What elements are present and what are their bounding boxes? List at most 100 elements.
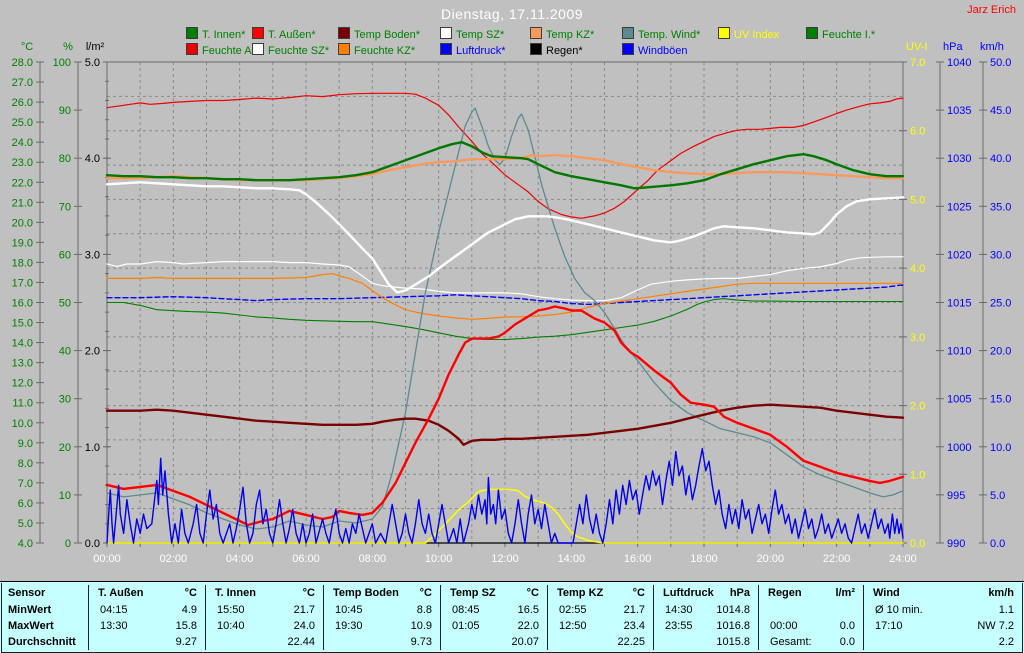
table-header-temp-kz: Temp KZ <box>557 587 604 599</box>
tick-label: 45.0 <box>990 105 1011 117</box>
tick-label: 13.0 <box>12 358 33 370</box>
wind-max-time: 17:10 <box>875 620 903 632</box>
tick-label: 30 <box>59 394 71 406</box>
tick-label: 17.0 <box>12 277 33 289</box>
axis-km-h: 50.0 45.0 40.0 35.0 30.0 25.0 20.0 15.0 10.0 5.0 0… <box>979 41 1011 550</box>
tick-label: 50 <box>59 298 71 310</box>
legend-label: Windböen <box>638 45 688 57</box>
tick-label: 0.0 <box>85 538 100 550</box>
legend-label: T. Innen* <box>202 29 246 41</box>
series-temp-sz <box>105 181 905 294</box>
legend-label: Temp SZ* <box>456 29 505 41</box>
legend-label: Temp KZ* <box>546 29 595 41</box>
t-innen-min-time: 15:50 <box>217 604 245 616</box>
temp-kz-avg-value: 22.25 <box>617 636 645 648</box>
tick-label: 28.0 <box>12 57 33 69</box>
legend-label: Feuchte I.* <box>822 29 876 41</box>
tick-label: 60 <box>59 249 71 261</box>
time-tick-label: 24:00 <box>889 553 917 565</box>
tick-label: 25.0 <box>990 298 1011 310</box>
legend-label: Feuchte KZ* <box>354 45 416 57</box>
uv-index-swatch-icon <box>718 27 730 39</box>
page-title: Dienstag, 17.11.2009 <box>440 6 584 22</box>
legend-label: T. Außen* <box>268 29 316 41</box>
tick-label: 5.0 <box>910 194 925 206</box>
tick-label: 12.0 <box>12 378 33 390</box>
table-unit-wind: km/h <box>988 587 1014 599</box>
table-unit-t-innen: °C <box>302 587 315 599</box>
tick-label: 10.0 <box>12 418 33 430</box>
legend-label: UV Index <box>734 29 780 41</box>
time-tick-label: 14:00 <box>558 553 586 565</box>
tick-label: 1.0 <box>910 469 925 481</box>
wind-avg-value: 2.2 <box>998 636 1014 648</box>
luftdruck-min-value: 1014.8 <box>716 604 750 616</box>
tick-label: 1030 <box>947 153 971 165</box>
tick-label: 1015 <box>947 298 971 310</box>
day-chart: 28.0 27.0 26.0 25.0 24.0 23.0 22.0 21.0 20.0 19.0… <box>12 41 1012 565</box>
tick-label: 21.0 <box>12 197 33 209</box>
tick-label: 20.0 <box>990 346 1011 358</box>
tick-label: 70 <box>59 201 71 213</box>
t-innen-min-value: 21.7 <box>293 604 315 616</box>
temp-boden-min-time: 10:45 <box>335 604 363 616</box>
table-separator <box>863 585 864 650</box>
tick-label: 0 <box>65 538 71 550</box>
wind-min-value: 1.1 <box>998 604 1014 616</box>
tick-label: 27.0 <box>12 77 33 89</box>
time-tick-label: 06:00 <box>292 553 320 565</box>
temp-kz-swatch-icon <box>530 27 542 39</box>
legend-label: Feuchte A.* <box>202 45 259 57</box>
tick-label: 40 <box>59 346 71 358</box>
temp-boden-swatch-icon <box>338 27 350 39</box>
regen-avg-value: 0.0 <box>839 636 855 648</box>
wind-min-time: Ø 10 min. <box>875 604 923 616</box>
temp-kz-max-value: 23.4 <box>623 620 645 632</box>
table-separator <box>205 585 206 650</box>
tick-label: 2.0 <box>910 401 925 413</box>
t-au-en-max-time: 13:30 <box>100 620 128 632</box>
tick-label: 40.0 <box>990 153 1011 165</box>
luftdruck-avg-value: 1015.8 <box>716 636 750 648</box>
temp-sz-max-value: 22.0 <box>517 620 539 632</box>
tick-label: 18.0 <box>12 257 33 269</box>
temp-sz-min-value: 16.5 <box>517 604 539 616</box>
table-header-sensor: Sensor <box>8 587 46 599</box>
tick-label: 1.0 <box>85 442 100 454</box>
t-au-en-max-value: 15.8 <box>175 620 197 632</box>
temp-sz-max-time: 01:05 <box>452 620 480 632</box>
legend-label: Temp. Wind* <box>638 29 701 41</box>
t-au-en-avg-value: 9.27 <box>175 636 197 648</box>
table-unit-t-au-en: °C <box>184 587 197 599</box>
row-label-minwert: MinWert <box>8 604 52 616</box>
t-innen-avg-value: 22.44 <box>287 636 315 648</box>
temp-kz-min-time: 02:55 <box>559 604 587 616</box>
tick-label: 19.0 <box>12 237 33 249</box>
time-tick-label: 16:00 <box>624 553 652 565</box>
legend-item-luftdruck: Luftdruck* <box>440 43 506 57</box>
legend-item-feuchte-a: Feuchte A.* <box>186 43 259 57</box>
series-feuchte-sz <box>106 256 904 302</box>
temp-kz-min-value: 21.7 <box>623 604 645 616</box>
table-separator <box>323 585 324 650</box>
legend-item-regen: Regen* <box>530 43 583 57</box>
temp-wind-swatch-icon <box>622 27 634 39</box>
series-temp-wind <box>106 107 904 530</box>
tick-label: 1010 <box>947 346 971 358</box>
luftdruck-max-time: 23:55 <box>665 620 693 632</box>
time-tick-label: 04:00 <box>226 553 254 565</box>
user-watermark: Jarz Erich <box>967 4 1016 16</box>
time-tick-label: 20:00 <box>757 553 785 565</box>
tick-label: 4.0 <box>85 153 100 165</box>
tick-label: 2.0 <box>85 346 100 358</box>
legend-label: Luftdruck* <box>456 45 506 57</box>
tick-label: 10.0 <box>990 442 1011 454</box>
table-unit-regen: l/m² <box>835 587 855 599</box>
tick-label: 15.0 <box>12 318 33 330</box>
time-tick-label: 12:00 <box>491 553 519 565</box>
tick-label: 1005 <box>947 394 971 406</box>
axis-hpa: 1040 1035 1030 1025 1020 1015 1010 1005 1000 995 9… <box>936 41 971 550</box>
tick-label: 3.0 <box>910 332 925 344</box>
tick-label: 5.0 <box>18 518 33 530</box>
tick-label: 80 <box>59 153 71 165</box>
